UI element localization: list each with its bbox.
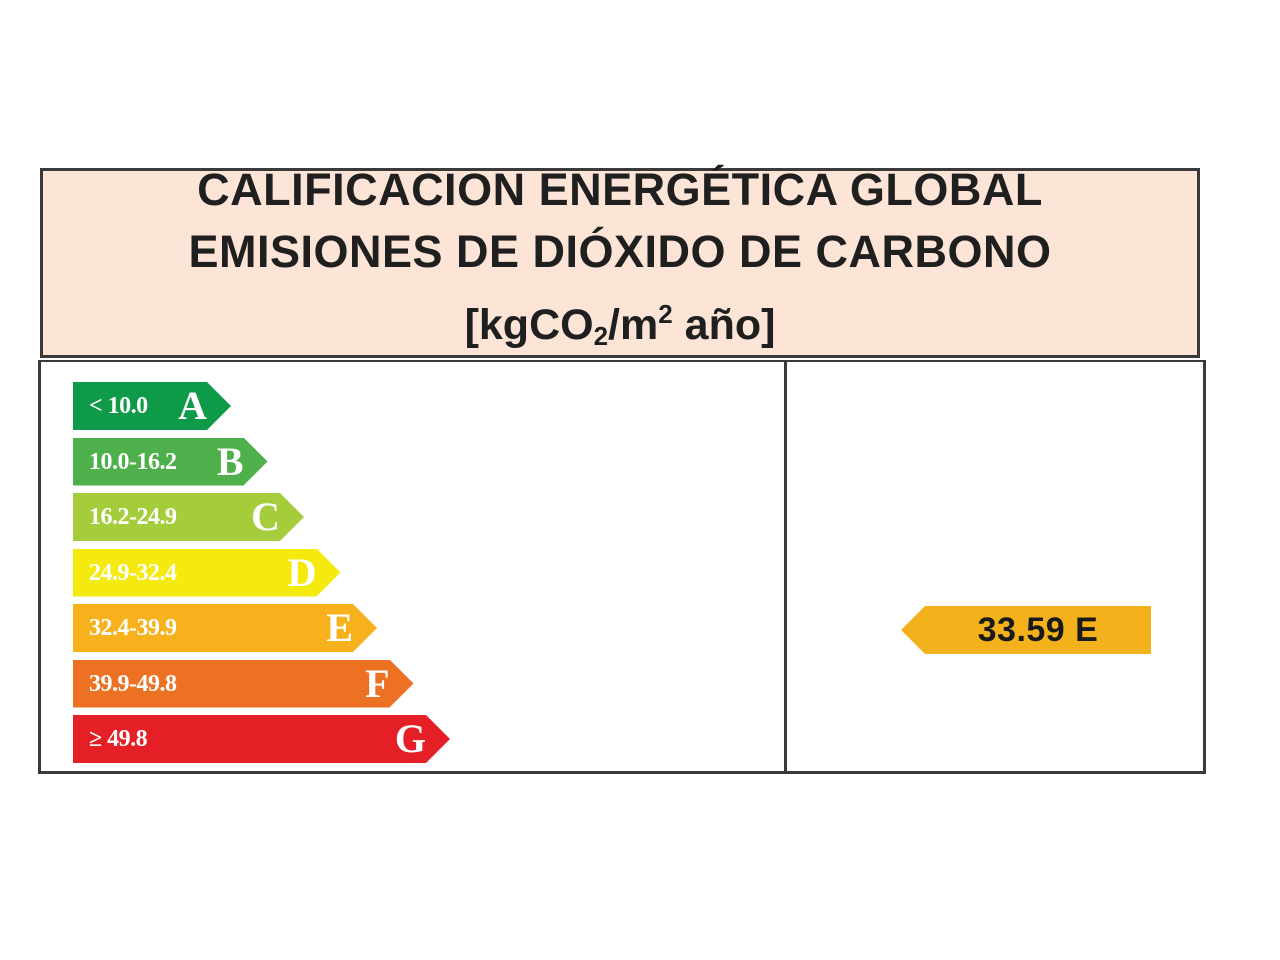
- scale-range-f: 39.9-49.8: [89, 670, 177, 697]
- unit-superscript: 2: [658, 299, 673, 329]
- scale-letter-d: D: [287, 549, 317, 595]
- scale-range-e: 32.4-39.9: [89, 615, 177, 641]
- scale-bar-b: 10.0-16.2 B: [73, 438, 268, 486]
- current-rating-value: 33.59: [977, 610, 1066, 649]
- scale-letter-g: G: [394, 716, 426, 761]
- rating-header: CALIFICACION ENERGÉTICA GLOBAL EMISIONES…: [40, 164, 1200, 358]
- energy-rating-card: CALIFICACION ENERGÉTICA GLOBAL EMISIONES…: [38, 164, 1206, 774]
- scale-letter-f: F: [365, 660, 390, 706]
- scale-bar-c: 16.2-24.9 C: [73, 493, 304, 541]
- unit-prefix: [kgCO: [464, 301, 594, 349]
- header-unit: [kgCO2/m2 año]: [465, 283, 776, 367]
- scale-range-a: < 10.0: [89, 393, 148, 419]
- scale-bar-f: 39.9-49.8 F: [73, 660, 414, 708]
- scale-letter-c: C: [251, 494, 280, 539]
- scale-bar-a: < 10.0 A: [73, 382, 231, 430]
- rating-scale: < 10.0 A 10.0-16.2 B 16.2-24.9 C 24.9-32…: [73, 382, 493, 762]
- rating-body: < 10.0 A 10.0-16.2 B 16.2-24.9 C 24.9-32…: [38, 360, 1206, 774]
- scale-range-g: ≥ 49.8: [89, 726, 148, 752]
- scale-range-c: 16.2-24.9: [89, 504, 177, 530]
- header-title-line-1: CALIFICACION ENERGÉTICA GLOBAL: [197, 164, 1043, 215]
- scale-bar-e: 32.4-39.9 E: [73, 604, 377, 652]
- unit-middle: /m: [608, 301, 659, 349]
- scale-range-d: 24.9-32.4: [89, 559, 177, 586]
- column-divider: [784, 362, 787, 771]
- unit-suffix: año]: [672, 301, 776, 349]
- scale-range-b: 10.0-16.2: [89, 448, 177, 475]
- scale-letter-b: B: [216, 438, 244, 484]
- scale-letter-a: A: [178, 383, 207, 428]
- scale-bar-d: 24.9-32.4 D: [73, 549, 341, 597]
- scale-bar-g: ≥ 49.8 G: [73, 715, 450, 763]
- scale-letter-e: E: [326, 605, 353, 650]
- current-rating-arrow: 33.59 E: [901, 606, 1151, 654]
- unit-subscript: 2: [593, 321, 609, 351]
- current-rating-letter: E: [1075, 610, 1099, 649]
- header-title-line-2: EMISIONES DE DIÓXIDO DE CARBONO: [188, 226, 1052, 277]
